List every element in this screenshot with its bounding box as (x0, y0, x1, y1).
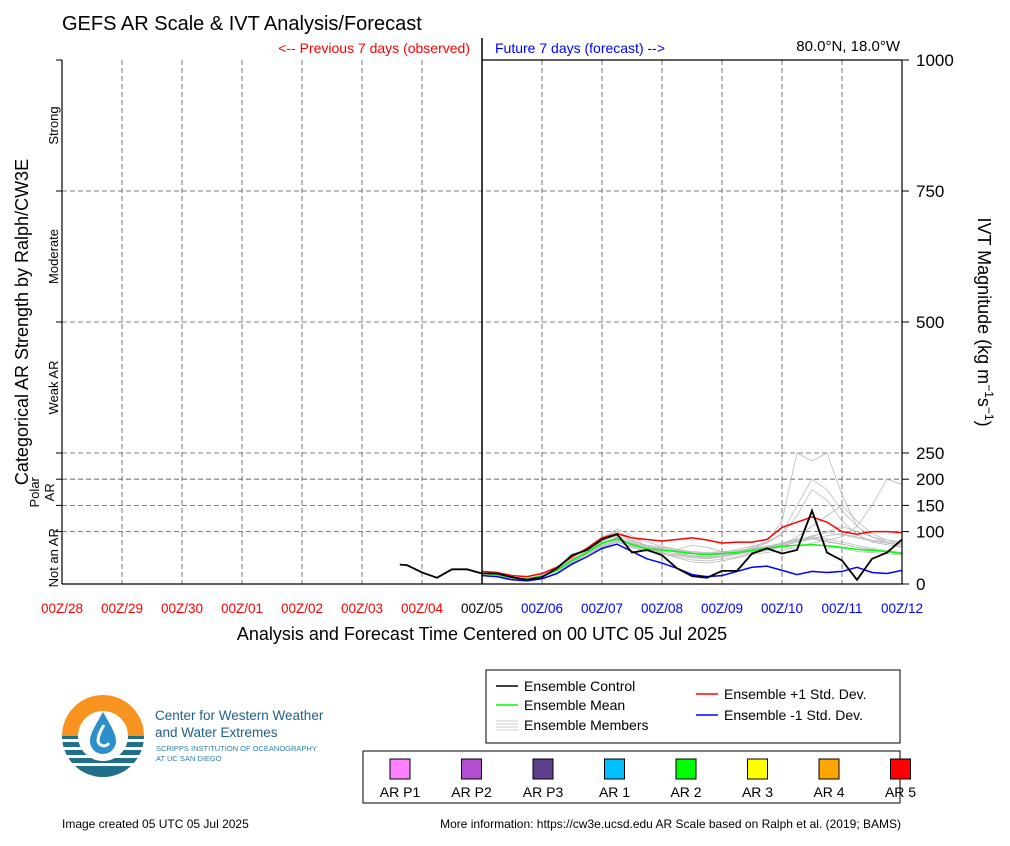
y-tick-label: 200 (916, 470, 944, 489)
more-info-text: More information: https://cw3e.ucsd.edu … (440, 817, 901, 831)
y-tick-label: 100 (916, 523, 944, 542)
ar-scale-label: AR 3 (742, 784, 773, 800)
category-label: Strong (46, 106, 61, 144)
cw3e-logo: Center for Western Weather and Water Ext… (62, 695, 324, 777)
ar-scale-label: AR P2 (451, 784, 492, 800)
category-label: Not an AR (46, 528, 61, 587)
x-tick-label: 00Z/04 (401, 601, 444, 616)
minus-sd-line (481, 543, 903, 582)
ar-scale-label: AR 2 (670, 784, 701, 800)
plus-sd-line (481, 516, 903, 578)
legend-minus-sd-label: Ensemble -1 Std. Dev. (724, 707, 863, 723)
ensemble-member-line (481, 489, 903, 581)
category-labels: Strong Moderate Weak AR PolarAR Not an AR (27, 106, 61, 587)
ar-scale-label: AR 1 (599, 784, 630, 800)
series-legend: Ensemble Control Ensemble Mean Ensemble … (485, 669, 901, 744)
ar-scale-swatch (532, 758, 554, 780)
ar-scale-swatch (675, 758, 697, 780)
x-tick-label: 00Z/07 (581, 601, 623, 616)
ar-scale-legend: AR P1 AR P2 AR P3 AR 1 AR 2 AR 3 AR 4 AR 5 (380, 758, 916, 800)
ar-scale-swatch (818, 758, 840, 780)
ar-scale-swatch (747, 758, 768, 780)
x-tick-label: 00Z/29 (101, 601, 143, 616)
ar-scale-swatch (389, 758, 411, 780)
chart-title: GEFS AR Scale & IVT Analysis/Forecast (62, 13, 422, 35)
x-tick-label: 00Z/05 (461, 601, 503, 616)
series-layer (399, 508, 903, 582)
x-tick-label: 00Z/06 (521, 601, 563, 616)
legend-control-label: Ensemble Control (524, 678, 635, 694)
legend-members-label: Ensemble Members (524, 717, 649, 733)
logo-institution-line2: AT UC SAN DIEGO (156, 754, 222, 763)
y-tick-label: 0 (916, 575, 925, 594)
logo-name-line1: Center for Western Weather (155, 708, 324, 723)
ar-scale-label: AR P3 (523, 784, 564, 800)
logo-name-line2: and Water Extremes (155, 725, 278, 740)
ar-scale-label: AR 4 (813, 784, 844, 800)
x-tick-label: 00Z/10 (761, 601, 803, 616)
ar-scale-label: AR 5 (885, 784, 916, 800)
location-label: 80.0°N, 18.0°W (796, 38, 901, 55)
image-created-text: Image created 05 UTC 05 Jul 2025 (62, 817, 249, 831)
category-label: PolarAR (27, 476, 57, 507)
x-tick-labels: 00Z/28 00Z/29 00Z/30 00Z/01 00Z/02 00Z/03 00Z/… (41, 601, 923, 616)
x-tick-label: 00Z/09 (701, 601, 743, 616)
category-label: Weak AR (46, 361, 61, 415)
previous-days-label: <-- Previous 7 days (observed) (278, 40, 470, 56)
x-tick-label: 00Z/28 (41, 601, 83, 616)
left-axis-label: Categorical AR Strength by Ralph/CW3E (12, 159, 32, 485)
ar-scale-swatch (604, 758, 625, 780)
future-days-label: Future 7 days (forecast) --> (495, 40, 665, 56)
x-tick-label: 00Z/02 (281, 601, 323, 616)
legend-plus-sd-label: Ensemble +1 Std. Dev. (724, 686, 867, 702)
logo-institution-line1: SCRIPPS INSTITUTION OF OCEANOGRAPHY (156, 744, 317, 753)
x-tick-label: 00Z/01 (221, 601, 263, 616)
axes-layer (56, 38, 903, 585)
x-tick-label: 00Z/12 (881, 601, 923, 616)
y-tick-label: 750 (916, 182, 944, 201)
x-tick-label: 00Z/30 (161, 601, 203, 616)
ensemble-member-line (481, 525, 903, 580)
x-tick-label: 00Z/11 (821, 601, 862, 616)
legend-members-swatch (496, 720, 518, 731)
y-tick-label: 250 (916, 444, 944, 463)
ar-scale-swatch (461, 758, 482, 780)
ar-scale-legend-box (362, 750, 901, 804)
category-label: Moderate (46, 229, 61, 284)
ensemble-members-layer (481, 452, 903, 581)
ensemble-control-line (399, 508, 903, 582)
ar-scale-label: AR P1 (380, 784, 421, 800)
y-axis-label: IVT Magnitude (kg m−1s−1) (974, 217, 996, 426)
y-tick-label: 150 (916, 496, 944, 515)
y-tick-label: 500 (916, 313, 944, 332)
ar-scale-swatch (890, 758, 911, 780)
y-tick-labels: 0 100 150 200 250 500 750 1000 (902, 51, 954, 594)
y-tick-label: 1000 (916, 51, 954, 70)
x-tick-label: 00Z/03 (341, 601, 383, 616)
legend-mean-label: Ensemble Mean (524, 697, 625, 713)
ensemble-mean-line (481, 538, 903, 580)
x-tick-label: 00Z/08 (641, 601, 683, 616)
x-axis-label: Analysis and Forecast Time Centered on 0… (237, 624, 727, 644)
